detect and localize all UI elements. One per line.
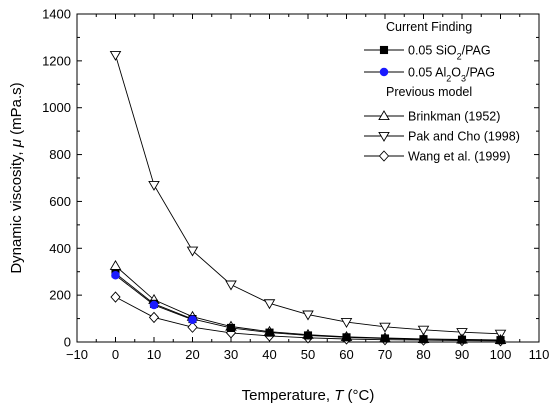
x-tick-label: 50 bbox=[301, 347, 315, 362]
legend-entry: Pak and Cho (1998) bbox=[408, 130, 520, 144]
y-tick-label: 1200 bbox=[42, 53, 71, 68]
y-tick-label: 200 bbox=[49, 288, 71, 303]
x-tick-label: 30 bbox=[224, 347, 238, 362]
x-tick-label: 80 bbox=[416, 347, 430, 362]
legend-marker bbox=[379, 67, 389, 77]
series-0-point bbox=[265, 328, 274, 337]
legend-entry: 0.05 SiO2/PAG bbox=[408, 44, 491, 62]
series-3-point bbox=[340, 318, 353, 328]
legend-marker bbox=[379, 45, 389, 55]
y-tick-label: 0 bbox=[64, 335, 71, 350]
legend-marker bbox=[378, 110, 390, 121]
x-axis-title: Temperature, T (°C) bbox=[242, 387, 375, 404]
series-1-point bbox=[149, 300, 159, 310]
x-tick-label: 0 bbox=[112, 347, 119, 362]
series-3-point bbox=[263, 299, 276, 310]
y-tick-label: 400 bbox=[49, 241, 71, 256]
legend-group-heading: Current Finding bbox=[386, 20, 472, 34]
series-3-point bbox=[379, 322, 391, 333]
x-tick-label: 10 bbox=[147, 347, 161, 362]
series-line-2 bbox=[115, 265, 501, 341]
series-1-point bbox=[188, 315, 197, 324]
y-axis-title: Dynamic viscosity, μ (mPa.s) bbox=[8, 82, 25, 273]
series-3-point bbox=[109, 50, 122, 61]
series-4-point bbox=[110, 291, 121, 303]
series-4-point bbox=[148, 311, 160, 324]
x-tick-label: 60 bbox=[339, 347, 353, 362]
series-3-point bbox=[456, 328, 468, 339]
x-tick-label: 100 bbox=[490, 347, 512, 362]
series-3-point bbox=[417, 325, 430, 336]
x-tick-label: 20 bbox=[185, 347, 199, 362]
series-0-point bbox=[419, 335, 428, 344]
x-tick-label: 40 bbox=[262, 347, 276, 362]
legend-group-heading: Previous model bbox=[386, 85, 472, 99]
series-3-point bbox=[302, 310, 314, 321]
y-tick-label: 800 bbox=[49, 147, 71, 162]
series-3-point bbox=[148, 180, 160, 191]
legend-entry: Wang et al. (1999) bbox=[408, 150, 510, 164]
x-tick-label: 110 bbox=[529, 347, 550, 362]
series-0-point bbox=[342, 333, 351, 342]
legend-entry: 0.05 Al2O3/PAG bbox=[408, 66, 495, 84]
legend-entry: Brinkman (1952) bbox=[408, 110, 500, 124]
y-tick-label: 1000 bbox=[42, 100, 71, 115]
series-2-point bbox=[109, 259, 122, 270]
y-tick-label: 1400 bbox=[42, 7, 71, 22]
series-3-point bbox=[225, 280, 237, 291]
x-tick-label: 70 bbox=[378, 347, 392, 362]
series-3-point bbox=[186, 246, 199, 257]
series-0-point bbox=[303, 331, 313, 340]
series-0-point bbox=[457, 335, 467, 344]
series-1-point bbox=[111, 270, 120, 280]
series-0-point bbox=[226, 323, 236, 332]
series-0-point bbox=[380, 334, 390, 343]
legend-marker bbox=[378, 150, 390, 162]
x-tick-label: −10 bbox=[66, 347, 88, 362]
x-tick-label: 90 bbox=[455, 347, 469, 362]
series-0-point bbox=[496, 336, 505, 345]
legend-marker bbox=[378, 131, 390, 142]
y-tick-label: 600 bbox=[49, 194, 71, 209]
series-4-point bbox=[187, 321, 198, 333]
